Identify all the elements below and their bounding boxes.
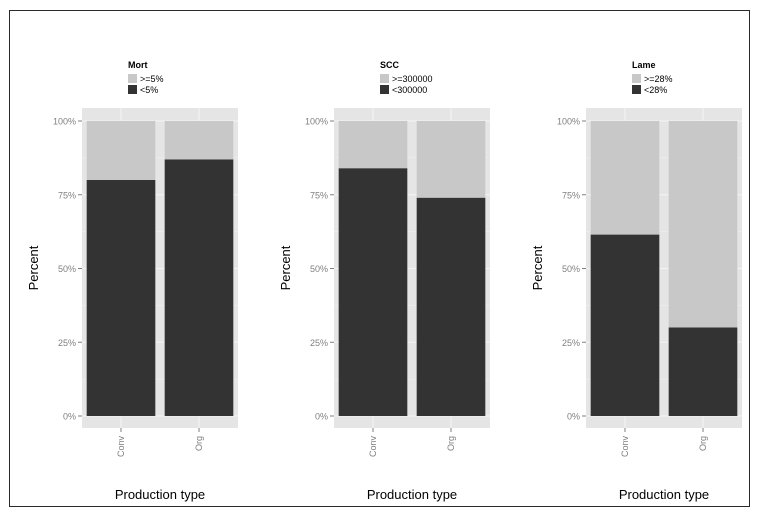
legend-key <box>380 74 389 83</box>
bar-org-series-0 <box>416 121 486 198</box>
y-tick-label: 100% <box>53 117 76 127</box>
bar-org-series-1 <box>416 197 486 416</box>
y-tick-label: 0% <box>315 412 328 422</box>
y-tick-label: 50% <box>562 264 580 274</box>
x-axis-title: Production type <box>619 487 709 502</box>
y-tick-label: 100% <box>557 117 580 127</box>
y-tick-label: 50% <box>310 264 328 274</box>
y-tick-label: 0% <box>567 412 580 422</box>
bar-conv-series-1 <box>590 234 660 416</box>
bar-conv-series-0 <box>86 121 156 180</box>
legend-key <box>632 74 641 83</box>
y-axis-title: Percent <box>278 245 293 290</box>
bar-org-series-1 <box>164 159 234 416</box>
x-tick-label: Org <box>698 436 708 451</box>
y-tick-label: 75% <box>310 190 328 200</box>
legend-label: <28% <box>644 85 667 95</box>
x-tick-label: Conv <box>620 436 630 458</box>
bar-org-series-1 <box>668 327 738 416</box>
legend-title: SCC <box>380 60 400 70</box>
y-tick-label: 75% <box>562 190 580 200</box>
y-tick-label: 25% <box>310 338 328 348</box>
y-tick-label: 50% <box>58 264 76 274</box>
legend-key <box>632 85 641 94</box>
legend-title: Lame <box>632 60 656 70</box>
bar-conv-series-1 <box>86 180 156 416</box>
legend-key <box>128 85 137 94</box>
legend-label: >=28% <box>644 74 673 84</box>
bar-org-series-0 <box>668 121 738 328</box>
x-tick-label: Org <box>194 436 204 451</box>
x-axis-title: Production type <box>367 487 457 502</box>
legend-label: <5% <box>140 85 158 95</box>
y-axis-title: Percent <box>26 245 41 290</box>
faceted-stacked-bar-figure: 0% 25% 50% 75% 100% Conv Org Production type Per… <box>26 60 742 502</box>
y-tick-label: 75% <box>58 190 76 200</box>
bar-conv-series-1 <box>338 168 408 416</box>
x-tick-label: Conv <box>368 436 378 458</box>
x-tick-label: Org <box>446 436 456 451</box>
figure-frame: 0% 25% 50% 75% 100% Conv Org Production type Per… <box>9 10 750 507</box>
x-tick-label: Conv <box>116 436 126 458</box>
legend-key <box>380 85 389 94</box>
legend-key <box>128 74 137 83</box>
y-tick-label: 100% <box>305 117 328 127</box>
y-tick-label: 25% <box>562 338 580 348</box>
legend-label: <300000 <box>392 85 427 95</box>
x-axis-title: Production type <box>115 487 205 502</box>
bar-conv-series-0 <box>338 121 408 169</box>
bar-conv-series-0 <box>590 121 660 235</box>
legend-title: Mort <box>128 60 148 70</box>
y-tick-label: 0% <box>63 412 76 422</box>
legend-label: >=5% <box>140 74 164 84</box>
legend-label: >=300000 <box>392 74 433 84</box>
bar-org-series-0 <box>164 121 234 160</box>
y-axis-title: Percent <box>530 245 545 290</box>
y-tick-label: 25% <box>58 338 76 348</box>
